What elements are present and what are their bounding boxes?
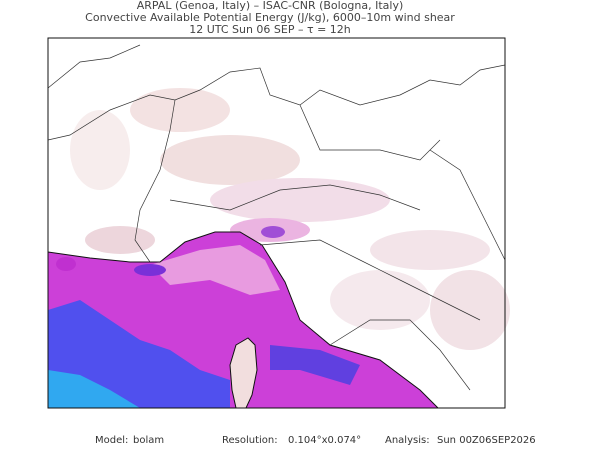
coastline [47, 231, 439, 409]
map-frame [47, 37, 506, 409]
header-line: Convective Available Potential Energy (J… [85, 11, 455, 24]
sea-cape-cyan [48, 370, 140, 408]
sea-cape-blue [48, 300, 230, 408]
island [229, 337, 258, 409]
sea-cape-light [150, 245, 280, 295]
country-border [47, 44, 506, 141]
footer-value: bolam [133, 435, 164, 446]
footer-label: Model: [95, 435, 128, 446]
header-line: 12 UTC Sun 06 SEP – τ = 12h [189, 23, 351, 36]
sea-cape-blue2 [270, 345, 360, 385]
region-border [169, 104, 481, 391]
cape-spot [56, 257, 76, 271]
footer-label: Resolution: [222, 435, 278, 446]
footer-label: Analysis: [385, 435, 430, 446]
adriatic-coast [429, 149, 506, 261]
map-area [47, 37, 510, 409]
cape-spot [134, 264, 166, 276]
footer-value: Sun 00Z06SEP2026 [437, 435, 536, 446]
cape-haze [70, 88, 510, 350]
country-border [134, 99, 176, 263]
header-line: ARPAL (Genoa, Italy) – ISAC-CNR (Bologna… [137, 0, 404, 12]
footer-value: 0.104°x0.074° [288, 435, 361, 446]
